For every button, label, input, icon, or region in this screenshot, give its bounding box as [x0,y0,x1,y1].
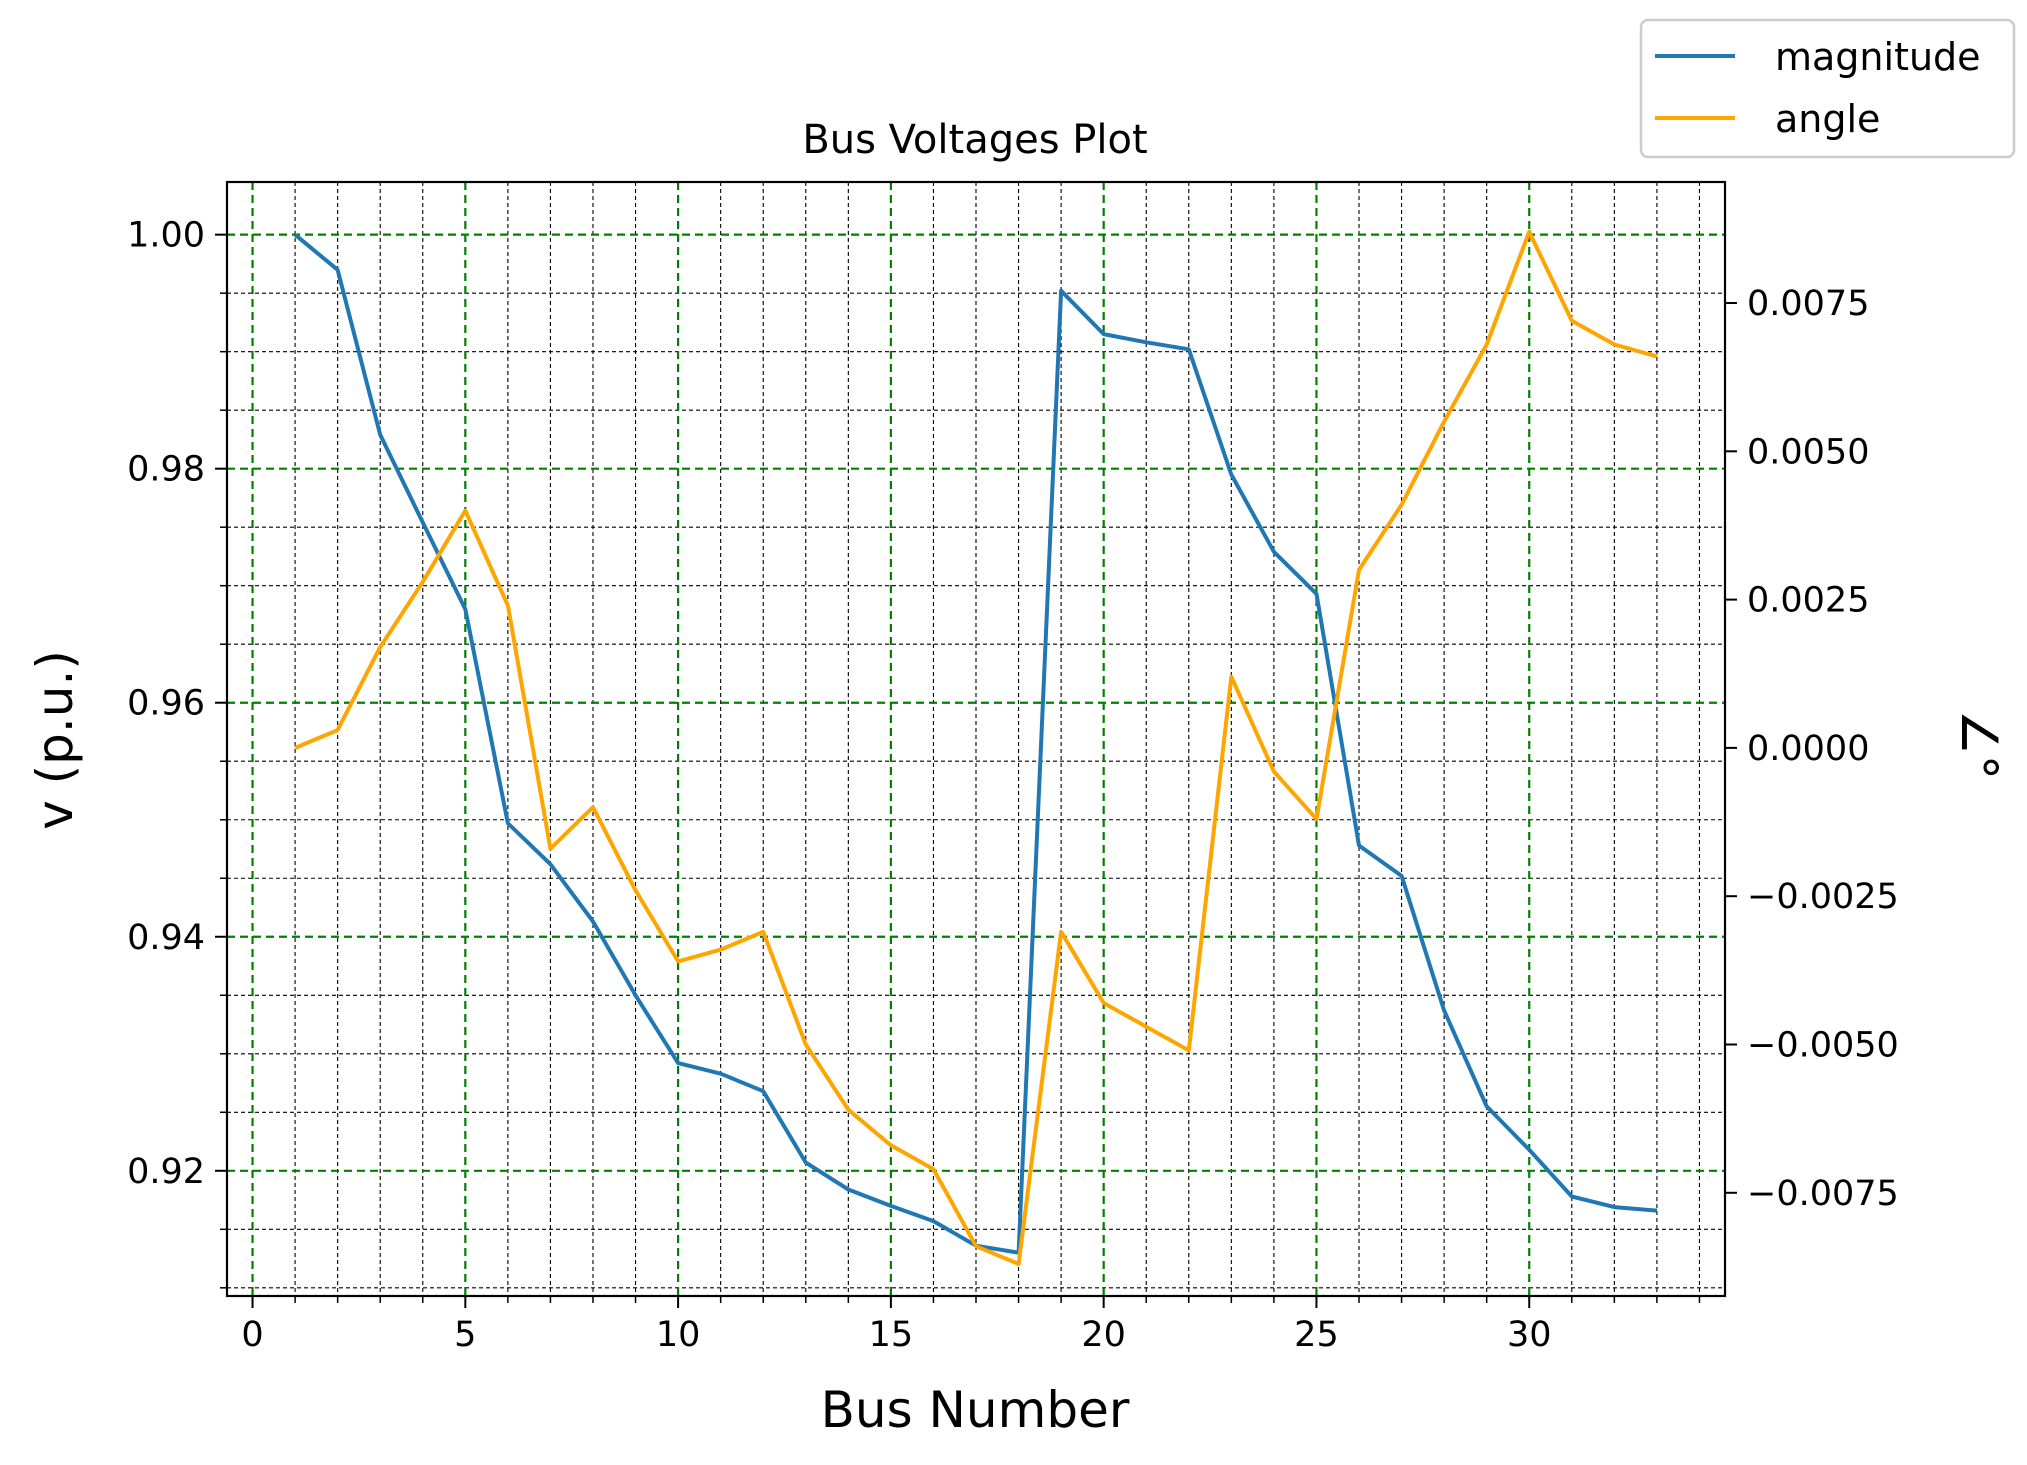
axis-ticks [215,233,1737,1308]
y-tick-label: 0.92 [127,1152,205,1192]
y2-tick-label: 0.0075 [1747,284,1869,324]
y-axis-label: v (p.u.) [26,650,84,830]
legend-label-magnitude: magnitude [1775,35,1981,79]
y-tick-label: 0.94 [127,918,205,958]
y-tick-label: 0.96 [127,684,205,724]
major-grid [227,182,1725,1296]
x-tick-label: 10 [656,1315,701,1355]
y2-tick-label: 0.0000 [1747,729,1869,769]
y2-axis-label: ∠° [1950,710,2008,780]
chart-title: Bus Voltages Plot [802,117,1147,163]
x-axis-label: Bus Number [821,1381,1130,1439]
y2-tick-label: −0.0025 [1747,877,1899,917]
y-tick-label: 1.00 [127,216,205,256]
legend-label-angle: angle [1775,97,1880,141]
legend: magnitude angle [1639,18,2016,159]
series-lines [293,229,1658,1266]
x-tick-label: 5 [454,1315,476,1355]
series-line-angle [294,229,1658,1266]
y-tick-label: 0.98 [127,450,205,490]
x-tick-label: 30 [1507,1315,1552,1355]
minor-grid [227,182,1725,1296]
x-tick-label: 15 [869,1315,914,1355]
x-tick-label: 0 [241,1315,263,1355]
x-tick-label: 25 [1294,1315,1339,1355]
y2-tick-label: −0.0075 [1747,1174,1899,1214]
y2-tick-label: 0.0025 [1747,581,1869,621]
y2-tick-label: 0.0050 [1747,432,1869,472]
tick-labels: 0 5 10 15 20 25 30 0.92 0.94 0.96 0.98 1.00 −0.0075 −… [127,216,1899,1355]
y2-tick-label: −0.0050 [1747,1025,1899,1065]
x-tick-label: 20 [1081,1315,1126,1355]
